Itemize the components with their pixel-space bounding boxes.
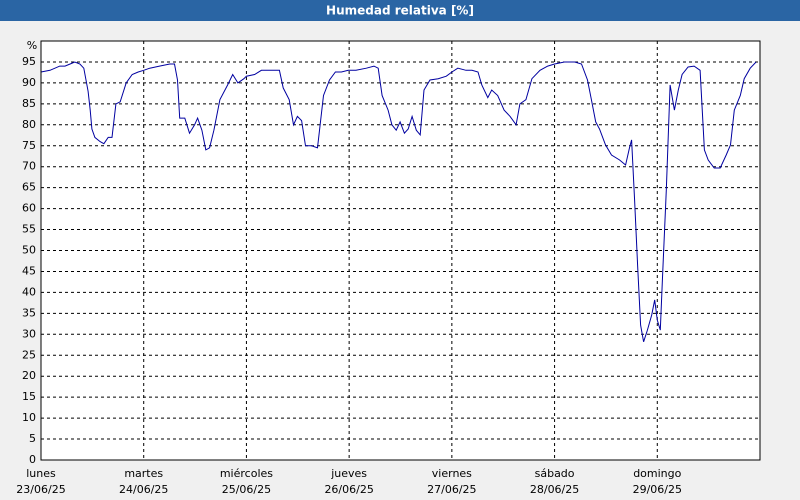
y-axis-label: % — [27, 39, 37, 52]
y-tick-label: 60 — [22, 202, 36, 215]
y-tick-label: 50 — [22, 244, 36, 257]
y-tick-label: 40 — [22, 285, 36, 298]
y-tick-label: 15 — [22, 390, 36, 403]
y-tick-label: 25 — [22, 348, 36, 361]
y-tick-label: 95 — [22, 55, 36, 68]
x-tick-label: martes — [124, 467, 163, 480]
chart-title: Humedad relativa [%] — [326, 4, 474, 18]
y-tick-label: 90 — [22, 76, 36, 89]
x-tick-date: 25/06/25 — [222, 483, 271, 496]
plot-border — [40, 40, 761, 461]
y-tick-label: 75 — [22, 139, 36, 152]
y-tick-label: 20 — [22, 369, 36, 382]
y-tick-label: 65 — [22, 181, 36, 194]
y-tick-label: 35 — [22, 306, 36, 319]
x-tick-label: viernes — [432, 467, 472, 480]
y-tick-label: 30 — [22, 327, 36, 340]
y-tick-label: 85 — [22, 97, 36, 110]
y-tick-label: 55 — [22, 223, 36, 236]
y-tick-label: 45 — [22, 264, 36, 277]
x-tick-label: lunes — [26, 467, 56, 480]
x-tick-label: domingo — [633, 467, 681, 480]
title-bar — [0, 0, 800, 21]
y-tick-label: 0 — [29, 453, 36, 466]
x-tick-date: 27/06/25 — [427, 483, 476, 496]
plot-area — [41, 41, 760, 460]
y-tick-label: 70 — [22, 160, 36, 173]
x-tick-date: 24/06/25 — [119, 483, 168, 496]
x-tick-date: 26/06/25 — [324, 483, 373, 496]
x-tick-label: jueves — [330, 467, 367, 480]
x-tick-date: 23/06/25 — [16, 483, 65, 496]
x-tick-date: 28/06/25 — [530, 483, 579, 496]
x-tick-date: 29/06/25 — [633, 483, 682, 496]
y-tick-label: 5 — [29, 432, 36, 445]
y-tick-label: 10 — [22, 411, 36, 424]
x-tick-label: sábado — [535, 467, 575, 480]
line-series — [40, 61, 757, 342]
x-tick-label: miércoles — [220, 467, 273, 480]
y-tick-label: 80 — [22, 118, 36, 131]
